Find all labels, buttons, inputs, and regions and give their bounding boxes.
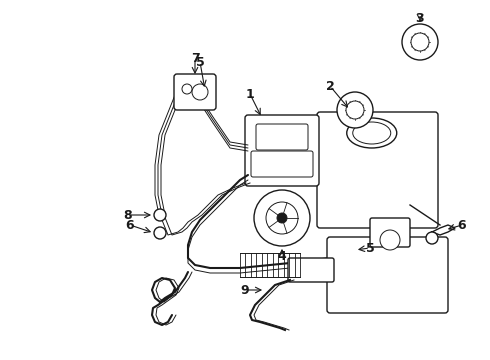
FancyBboxPatch shape [251, 151, 313, 177]
Circle shape [182, 84, 192, 94]
FancyBboxPatch shape [256, 124, 308, 150]
Text: 2: 2 [326, 80, 334, 93]
Circle shape [426, 232, 438, 244]
FancyBboxPatch shape [327, 237, 448, 313]
Ellipse shape [347, 118, 397, 148]
Circle shape [154, 227, 166, 239]
Circle shape [254, 190, 310, 246]
FancyBboxPatch shape [317, 112, 438, 228]
Text: 8: 8 [123, 208, 132, 221]
Text: 4: 4 [278, 249, 286, 262]
Text: 3: 3 [416, 12, 424, 24]
Circle shape [380, 230, 400, 250]
Circle shape [277, 213, 287, 223]
Circle shape [154, 209, 166, 221]
Circle shape [411, 33, 429, 51]
FancyBboxPatch shape [288, 258, 334, 282]
Text: 9: 9 [241, 284, 249, 297]
FancyBboxPatch shape [245, 115, 319, 186]
Text: 1: 1 [245, 87, 254, 100]
FancyBboxPatch shape [174, 74, 216, 110]
Circle shape [402, 24, 438, 60]
Circle shape [266, 202, 298, 234]
Text: 7: 7 [191, 51, 199, 64]
Circle shape [155, 228, 165, 238]
Ellipse shape [353, 122, 391, 144]
Text: 6: 6 [126, 219, 134, 231]
Circle shape [346, 101, 364, 119]
Text: 5: 5 [366, 242, 374, 255]
Circle shape [337, 92, 373, 128]
Text: 6: 6 [458, 219, 466, 231]
FancyBboxPatch shape [370, 218, 410, 247]
Text: 5: 5 [196, 55, 204, 68]
Circle shape [192, 84, 208, 100]
